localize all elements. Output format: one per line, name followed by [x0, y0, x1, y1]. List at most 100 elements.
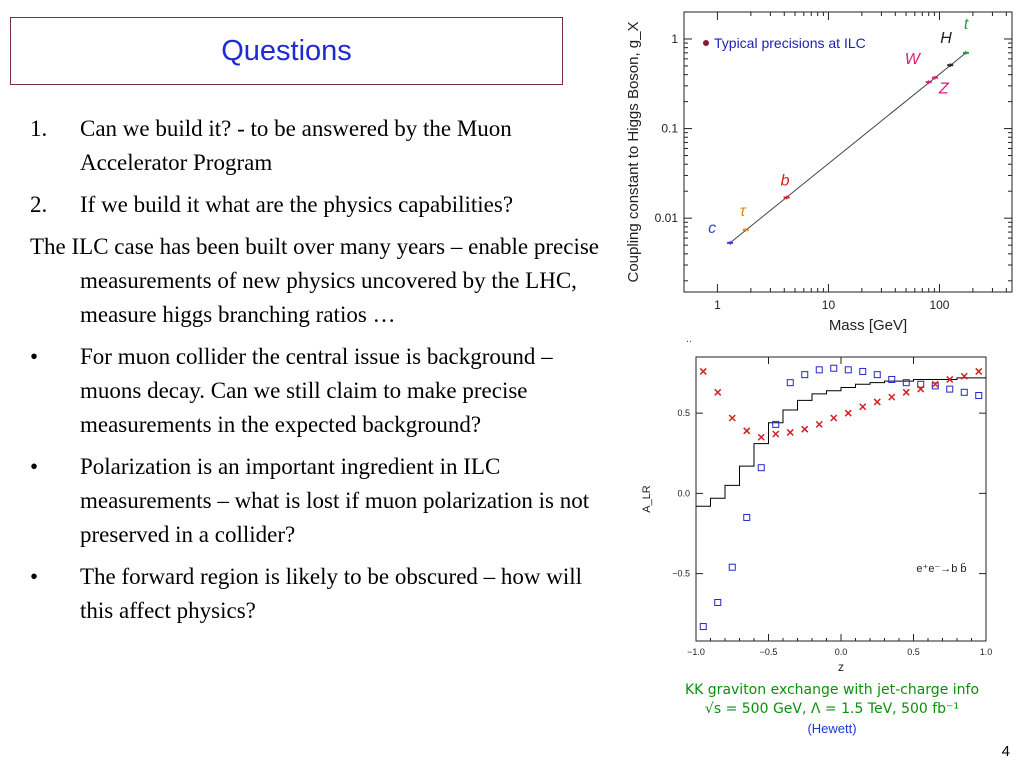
list-item-text: If we build it what are the physics capa… [80, 192, 514, 217]
x-point [873, 398, 881, 406]
x-tick-label: 1.0 [980, 647, 993, 657]
point-label: H [940, 30, 952, 47]
square-point [946, 385, 954, 393]
square-point [714, 598, 722, 606]
x-point [772, 430, 780, 438]
x-point [859, 403, 867, 411]
list-item: The ILC case has been built over many ye… [30, 230, 610, 332]
process-annotation: e⁺e⁻→b b̄ [916, 562, 966, 575]
square-point [975, 392, 983, 400]
y-tick-label: 0.1 [661, 122, 678, 136]
square-point [902, 379, 910, 387]
x-point [699, 367, 707, 375]
point-label: W [905, 51, 922, 68]
step-histogram [696, 377, 986, 507]
coupling-vs-mass-plot: 1 10 100 1 0.1 0.01 Mass [GeV] Coupling constan… [625, 11, 1013, 345]
list-item-text: For muon collider the central issue is b… [80, 344, 553, 437]
x-axis-label: Mass [GeV] [829, 317, 907, 334]
x-tick-label: 0.5 [907, 647, 920, 657]
list-item: 2. If we build it what are the physics c… [30, 188, 610, 222]
point-label: Z [938, 81, 950, 98]
square-point [830, 364, 838, 372]
point-label: t [964, 16, 969, 33]
x-point [815, 420, 823, 428]
x-point [714, 388, 722, 396]
page-number: 4 [1001, 743, 1010, 760]
legend-text: Typical precisions at ILC [714, 35, 866, 51]
square-point [757, 464, 765, 472]
x-tick-label: 100 [929, 298, 949, 312]
list-item: • Polarization is an important ingredien… [30, 450, 610, 552]
list-item-text: The ILC case has been built over many ye… [30, 234, 600, 327]
square-point [844, 366, 852, 374]
square-point [699, 623, 707, 631]
x-point [844, 409, 852, 417]
y-tick-label: 0.0 [677, 488, 690, 498]
square-point [815, 366, 823, 374]
x-tick-label: 10 [822, 298, 836, 312]
x-point [786, 428, 794, 436]
figure-caption: KK graviton exchange with jet-charge inf… [640, 681, 1024, 738]
list-item: • The forward region is likely to be obs… [30, 560, 610, 628]
square-point [888, 375, 896, 383]
caption-line-2: √s = 500 GeV, Λ = 1.5 TeV, 500 fb⁻¹ [704, 701, 960, 717]
x-point [975, 367, 983, 375]
list-marker: 2. [30, 192, 48, 217]
square-point [772, 420, 780, 428]
x-point [757, 433, 765, 441]
y-axis-label: Coupling constant to Higgs Boson, g_X [625, 22, 642, 283]
x-point [902, 388, 910, 396]
x-point [960, 372, 968, 380]
square-point [743, 513, 751, 521]
y-tick-label: 0.5 [677, 408, 690, 418]
bullet-marker: • [30, 454, 39, 479]
list-item-text: Can we build it? - to be answered by the… [80, 116, 512, 175]
y-axis-label: A_LR [641, 485, 653, 513]
square-point [728, 563, 736, 571]
y-tick-label: 1 [671, 32, 678, 46]
list-item-text: The forward region is likely to be obscu… [80, 564, 583, 623]
caption-credit: (Hewett) [807, 721, 857, 736]
x-point [888, 393, 896, 401]
x-point [931, 380, 939, 388]
square-point [931, 382, 939, 390]
bullet-marker: • [30, 344, 39, 369]
square-point [873, 371, 881, 379]
fit-line [729, 52, 967, 244]
alr-vs-z-plot: −1.0 −0.5 0.0 0.5 1.0 0.5 0.0 −0.5 z A_LR e⁺e⁻→b b… [641, 356, 993, 674]
y-tick-label: 0.01 [655, 211, 679, 225]
point-label: b [781, 173, 790, 190]
caption-line-1: KK graviton exchange with jet-charge inf… [684, 682, 980, 698]
square-point [801, 371, 809, 379]
x-point [830, 414, 838, 422]
plot-frame [695, 356, 987, 642]
y-tick-label: −0.5 [672, 569, 690, 579]
x-tick-label: −0.5 [760, 647, 778, 657]
point-label: τ [740, 203, 747, 220]
x-point [801, 425, 809, 433]
square-point [960, 388, 968, 396]
stray-mark: .. [686, 333, 692, 345]
list-marker: 1. [30, 116, 48, 141]
slide-title-box: Questions [10, 17, 563, 85]
x-point [917, 385, 925, 393]
slide-body: 1. Can we build it? - to be answered by … [30, 112, 610, 636]
plot-frame [683, 11, 1013, 293]
bullet-marker: • [30, 564, 39, 589]
x-point [728, 414, 736, 422]
x-tick-label: −1.0 [687, 647, 705, 657]
square-point [859, 367, 867, 375]
legend-marker [703, 40, 709, 46]
list-item-text: Polarization is an important ingredient … [80, 454, 590, 547]
x-tick-label: 0.0 [835, 647, 848, 657]
square-point [786, 379, 794, 387]
square-point [917, 380, 925, 388]
x-point [743, 427, 751, 435]
point-label: c [708, 220, 716, 237]
x-axis-label: z [838, 660, 844, 674]
list-item: • For muon collider the central issue is… [30, 340, 610, 442]
slide-title: Questions [221, 34, 352, 67]
x-point [946, 375, 954, 383]
list-item: 1. Can we build it? - to be answered by … [30, 112, 610, 180]
x-tick-label: 1 [714, 298, 721, 312]
